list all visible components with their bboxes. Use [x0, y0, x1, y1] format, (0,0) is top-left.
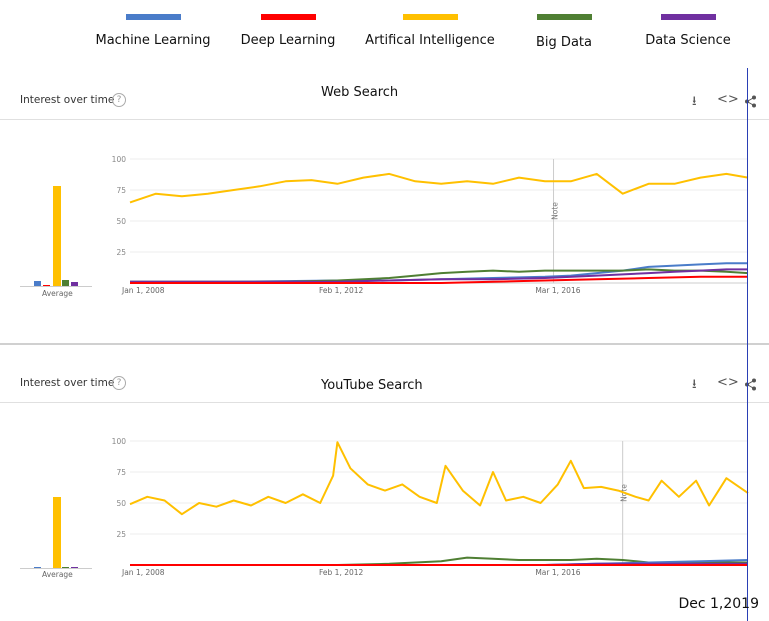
average-bar-artificial-intelligence — [53, 497, 61, 568]
web-search-panel: Interest over time ? Web Search ⭳ <> Ave… — [0, 75, 769, 345]
legend-item-big-data: Big Data — [494, 14, 634, 50]
embed-icon[interactable]: <> — [717, 375, 739, 390]
legend-swatch — [402, 14, 458, 20]
date-marker-line — [747, 68, 748, 621]
legend-swatch — [660, 14, 716, 20]
share-icon[interactable] — [744, 378, 757, 391]
average-bar-big-data — [62, 280, 69, 286]
panel-separator — [0, 343, 769, 345]
series-line-artifical-intelligence — [129, 172, 749, 204]
average-label: Average — [42, 570, 73, 579]
panel-divider — [0, 402, 769, 403]
y-tick-label: 100 — [112, 155, 127, 164]
average-baseline — [20, 568, 92, 569]
legend-label: Deep Learning — [240, 33, 336, 48]
series-line-data-science — [130, 268, 748, 283]
average-bar-artificial-intelligence — [53, 186, 61, 286]
legend-item-machine-learning: Machine Learning — [83, 14, 223, 48]
y-tick-label: 25 — [116, 248, 126, 257]
y-tick-label: 75 — [116, 186, 126, 195]
average-bar-deep-learning — [43, 285, 50, 286]
y-tick-label: 50 — [116, 217, 126, 226]
legend-label: Data Science — [645, 33, 731, 48]
y-tick-label: 50 — [116, 499, 126, 508]
help-icon[interactable]: ? — [112, 93, 126, 107]
date-marker-label: Dec 1,2019 — [678, 596, 759, 612]
x-tick-label: Jan 1, 2008 — [121, 286, 165, 295]
legend-swatch — [260, 14, 316, 20]
share-icon[interactable] — [744, 95, 757, 108]
chart-legend: Machine Learning Deep Learning Artifical… — [0, 0, 769, 60]
legend-item-data-science: Data Science — [618, 14, 758, 48]
y-tick-label: 75 — [116, 468, 126, 477]
web-search-chart: 25 50 75 100 Note Jan 1, 2008 Feb 1, 2012 Mar 1… — [112, 155, 749, 295]
legend-swatch — [125, 14, 181, 20]
x-tick-label: Feb 1, 2012 — [319, 568, 364, 577]
y-tick-label: 25 — [116, 530, 126, 539]
average-bar-machine-learning — [34, 281, 41, 286]
download-icon[interactable]: ⭳ — [692, 94, 697, 109]
legend-swatch — [536, 14, 592, 20]
x-tick-label: Mar 1, 2016 — [535, 286, 580, 295]
embed-icon[interactable]: <> — [717, 92, 739, 107]
legend-item-artificial-intelligence: Artifical Intelligence — [360, 14, 500, 48]
legend-item-deep-learning: Deep Learning — [218, 14, 358, 48]
x-tick-label: Feb 1, 2012 — [319, 286, 364, 295]
legend-label: Big Data — [536, 35, 592, 50]
panel-title: YouTube Search — [321, 378, 423, 393]
youtube-search-panel: Interest over time ? YouTube Search ⭳ <>… — [0, 355, 769, 595]
average-bar-machine-learning — [34, 567, 41, 568]
panel-divider — [0, 119, 769, 120]
download-icon[interactable]: ⭳ — [692, 377, 697, 392]
series-line-deep-learning — [130, 275, 748, 284]
x-tick-label: Mar 1, 2016 — [535, 568, 580, 577]
average-bar-big-data — [62, 567, 69, 568]
average-bar-data-science — [71, 567, 78, 568]
x-tick-label: Jan 1, 2008 — [121, 568, 165, 577]
interest-over-time-label: Interest over time — [20, 94, 115, 106]
average-baseline — [20, 286, 92, 287]
panel-title: Web Search — [321, 85, 399, 100]
note-label: Note — [551, 202, 560, 220]
interest-over-time-label: Interest over time — [20, 377, 115, 389]
average-bar-data-science — [71, 282, 78, 286]
y-tick-label: 100 — [112, 437, 127, 446]
legend-label: Machine Learning — [95, 33, 211, 48]
average-label: Average — [42, 289, 73, 298]
series-line-artifical-intelligence — [129, 441, 749, 516]
help-icon[interactable]: ? — [112, 376, 126, 390]
legend-label: Artifical Intelligence — [365, 33, 495, 48]
